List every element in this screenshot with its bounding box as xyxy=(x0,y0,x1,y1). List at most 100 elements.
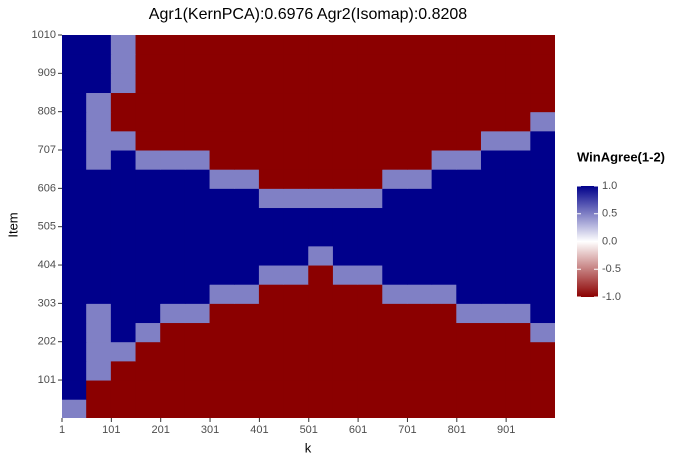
heatmap-cell xyxy=(382,169,408,189)
heatmap-cell xyxy=(332,284,359,304)
heatmap-cell xyxy=(234,380,260,400)
y-tick-label: 101 xyxy=(38,374,56,386)
heatmap-cell xyxy=(480,322,507,343)
heatmap-cell xyxy=(357,399,383,418)
heatmap-cell xyxy=(234,284,260,304)
heatmap-cell xyxy=(184,169,211,189)
heatmap-cell xyxy=(332,111,359,132)
heatmap-cell xyxy=(135,380,161,400)
heatmap-cell xyxy=(234,150,260,170)
heatmap-cell xyxy=(234,265,260,285)
heatmap-cell xyxy=(184,35,211,55)
heatmap-cell xyxy=(160,111,186,132)
heatmap-cell xyxy=(234,360,260,381)
heatmap-cell xyxy=(209,150,235,170)
heatmap-cell xyxy=(530,322,555,343)
heatmap-cell xyxy=(258,380,285,400)
heatmap-cell xyxy=(258,399,285,418)
heatmap-cell xyxy=(431,322,457,343)
heatmap-cell xyxy=(86,169,112,189)
heatmap-cell xyxy=(135,303,161,324)
heatmap-cell xyxy=(382,341,408,362)
heatmap-cell xyxy=(456,92,482,113)
heatmap-cell xyxy=(209,265,235,285)
heatmap-cell xyxy=(86,188,112,209)
heatmap-cell xyxy=(480,54,507,74)
heatmap-cell xyxy=(234,245,260,266)
heatmap-cell xyxy=(283,73,309,94)
heatmap-cell xyxy=(357,341,383,362)
heatmap-cell xyxy=(406,73,433,94)
heatmap-cell xyxy=(308,341,334,362)
heatmap-cell xyxy=(382,207,408,228)
y-tick-label: 303 xyxy=(38,297,56,309)
heatmap-cell xyxy=(332,130,359,151)
heatmap-cell xyxy=(505,322,531,343)
heatmap-cell xyxy=(382,130,408,151)
heatmap-cell xyxy=(86,226,112,247)
heatmap-cell xyxy=(160,226,186,247)
heatmap-cell xyxy=(431,399,457,418)
heatmap-cell xyxy=(209,284,235,304)
heatmap-cell xyxy=(332,341,359,362)
y-tick-label: 909 xyxy=(38,67,56,79)
heatmap-cell xyxy=(382,284,408,304)
heatmap-cell xyxy=(160,399,186,418)
heatmap-cell xyxy=(480,341,507,362)
heatmap-cell xyxy=(86,380,112,400)
heatmap-cell xyxy=(258,169,285,189)
heatmap-cell xyxy=(505,73,531,94)
heatmap-cell xyxy=(431,92,457,113)
heatmap-cell xyxy=(110,188,137,209)
heatmap-cell xyxy=(86,303,112,324)
heatmap-cell xyxy=(308,130,334,151)
heatmap-cell xyxy=(160,341,186,362)
heatmap-cell xyxy=(480,188,507,209)
heatmap-cell xyxy=(382,226,408,247)
heatmap-cell xyxy=(184,54,211,74)
x-tick-label: 501 xyxy=(300,424,318,436)
heatmap-cell xyxy=(431,207,457,228)
heatmap-cell xyxy=(431,188,457,209)
heatmap-cell xyxy=(135,284,161,304)
heatmap-cell xyxy=(480,111,507,132)
heatmap-cell xyxy=(308,284,334,304)
heatmap-cell xyxy=(110,150,137,170)
heatmap-cell xyxy=(480,303,507,324)
heatmap-cell xyxy=(209,360,235,381)
heatmap-cell xyxy=(160,35,186,55)
heatmap-cell xyxy=(382,188,408,209)
heatmap-cell xyxy=(530,399,555,418)
heatmap-cell xyxy=(530,150,555,170)
heatmap-cell xyxy=(382,360,408,381)
heatmap-cell xyxy=(357,303,383,324)
heatmap-cell xyxy=(110,169,137,189)
heatmap-cell xyxy=(308,207,334,228)
heatmap-cell xyxy=(62,303,87,324)
heatmap-cell xyxy=(406,207,433,228)
x-tick-label: 101 xyxy=(102,424,120,436)
heatmap-cell xyxy=(62,130,87,151)
heatmap-cell xyxy=(357,245,383,266)
heatmap-cell xyxy=(209,399,235,418)
heatmap-cell xyxy=(234,322,260,343)
heatmap-cell xyxy=(357,35,383,55)
x-tick-label: 401 xyxy=(250,424,268,436)
heatmap-cell xyxy=(456,322,482,343)
heatmap-cell xyxy=(308,226,334,247)
heatmap-cell xyxy=(135,245,161,266)
heatmap-cell xyxy=(332,73,359,94)
heatmap-cell xyxy=(62,207,87,228)
heatmap-cell xyxy=(135,399,161,418)
heatmap-cell xyxy=(283,150,309,170)
heatmap-cell xyxy=(209,188,235,209)
heatmap-cell xyxy=(308,303,334,324)
heatmap-cell xyxy=(308,150,334,170)
heatmap-cell xyxy=(406,341,433,362)
heatmap-cell xyxy=(480,284,507,304)
heatmap-cell xyxy=(382,265,408,285)
heatmap-cell xyxy=(184,207,211,228)
heatmap-cell xyxy=(357,265,383,285)
heatmap-cell xyxy=(357,54,383,74)
heatmap-cell xyxy=(184,130,211,151)
